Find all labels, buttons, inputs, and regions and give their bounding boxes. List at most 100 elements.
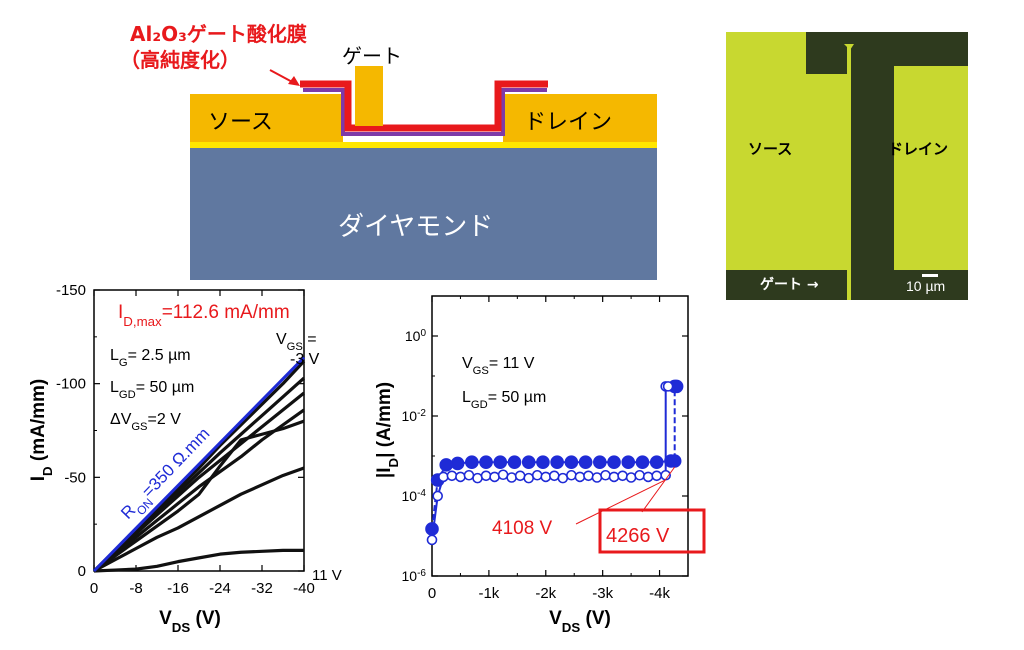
filled-marker [593, 455, 607, 469]
x-axis-label: VDS (V) [549, 608, 611, 635]
vgs-annotation: VGS= 11 V [462, 355, 535, 377]
vgs-bottom-label: 11 V [312, 567, 342, 584]
bv1-pointer [575, 479, 666, 525]
open-marker [600, 469, 611, 481]
vgs-top-label: -3 V [290, 351, 320, 368]
open-marker [591, 472, 603, 483]
filled-marker [521, 455, 536, 469]
x-tick-label: 0 [428, 585, 436, 602]
filled-marker [493, 455, 508, 469]
open-marker [531, 469, 543, 481]
micrograph-svg [726, 32, 968, 300]
filled-marker [536, 455, 550, 469]
open-marker [489, 471, 500, 483]
filled-marker [439, 458, 454, 472]
filled-marker [450, 456, 465, 471]
device-micrograph: ソース ドレイン ゲート → 10 µm [726, 32, 968, 300]
bv2-highlight-box [598, 508, 706, 554]
gate-finger [847, 46, 851, 300]
open-marker [497, 469, 509, 481]
gate-electrode [355, 66, 383, 126]
x-tick-label: -1k [478, 585, 499, 602]
open-marker [608, 471, 620, 483]
iv-curve [93, 548, 304, 573]
open-marker [426, 534, 438, 546]
x-tick-label: -32 [251, 580, 273, 597]
y-tick-label: 10-4 [402, 488, 427, 505]
micro-gate-label: ゲート → [760, 274, 819, 294]
surface-channel-layer [190, 142, 657, 148]
open-marker [455, 471, 466, 483]
lgd-annotation: LGD= 50 µm [110, 379, 194, 401]
diamond-substrate [190, 148, 657, 280]
filled-marker [635, 455, 650, 469]
filled-marker [649, 455, 664, 469]
open-marker [557, 472, 569, 484]
al2o3-oxide-layer [300, 80, 548, 132]
iv-curve [93, 419, 305, 573]
purple-layer [303, 88, 547, 136]
x-axis-label: VDS (V) [159, 608, 221, 635]
y-axis-label: |ID| (A/mm) [374, 382, 401, 478]
electrode-gap [726, 32, 968, 300]
open-marker [432, 490, 443, 502]
bv2-pointer [641, 466, 676, 513]
breakdown-chart: 0 -1k -2k -3k -4k 10-6 10-4 10-2 100 VDS (V) |ID| … [374, 295, 706, 635]
ron-fit-line [92, 356, 306, 573]
open-marker [438, 471, 449, 483]
bv1-annotation: 4108 V [492, 518, 553, 539]
micro-gate-text: ゲート [760, 277, 802, 293]
idmax-annotation: ID,max=112.6 mA/mm [118, 302, 290, 329]
source-label: ソース [208, 110, 273, 135]
filled-marker [479, 455, 493, 469]
drain-electrode [503, 94, 657, 142]
scale-bar-label: 10 µm [906, 278, 946, 294]
dvgs-annotation: ΔVGS=2 V [110, 411, 181, 433]
open-marker [625, 472, 637, 483]
drain-pad [894, 66, 968, 270]
filled-marker [578, 455, 593, 469]
drain-label: ドレイン [524, 110, 613, 135]
open-marker [651, 470, 663, 482]
open-marker [566, 469, 577, 481]
x-tick-label: -3k [592, 585, 613, 602]
source-electrode [190, 94, 343, 142]
x-tick-label: -8 [129, 580, 142, 597]
x-tick-label: -2k [535, 585, 556, 602]
y-tick-label: -100 [56, 376, 86, 393]
y-tick-label: 0 [78, 563, 86, 580]
gate-label: ゲート [342, 44, 402, 68]
micro-drain-label: ドレイン [888, 140, 949, 158]
scale-bar [922, 274, 938, 277]
x-tick-label: 0 [90, 580, 98, 597]
y-tick-label: -150 [56, 282, 86, 299]
vgs-legend-title: VGS = [276, 331, 317, 353]
y-tick-label: 10-2 [402, 408, 427, 425]
micro-gate-arrow: → [806, 277, 819, 293]
id-vds-chart: 0 -8 -16 -24 -32 -40 0 -50 -100 -150 VDS (V) ID (mA… [28, 282, 342, 635]
lg-annotation: LG= 2.5 µm [110, 347, 191, 369]
filled-marker [621, 455, 636, 469]
x-tick-label: -24 [209, 580, 231, 597]
plot-frame [431, 295, 689, 577]
oxide-label-line1: Al₂O₃ゲート酸化膜 [130, 22, 307, 46]
iv-curve [92, 391, 306, 573]
gate-pad-tip [844, 44, 854, 50]
y-tick-label: 10-6 [402, 568, 427, 585]
open-marker [662, 381, 674, 392]
open-marker [523, 472, 535, 484]
y-axis-label: ID (mA/mm) [28, 379, 55, 482]
open-marker [540, 471, 552, 483]
open-marker [617, 470, 628, 482]
oxide-pointer-arrowhead [288, 76, 300, 86]
bv2-annotation: 4266 V [606, 525, 670, 547]
y-tick-label: -50 [64, 469, 86, 486]
x-tick-label: -16 [167, 580, 189, 597]
open-marker [446, 470, 458, 482]
open-marker [549, 470, 560, 482]
oxide-label-line2: （高純度化） [120, 48, 240, 72]
filled-marker [564, 455, 579, 469]
open-marker [642, 471, 654, 483]
open-marker [472, 472, 483, 484]
x-tick-label: -4k [649, 585, 670, 602]
